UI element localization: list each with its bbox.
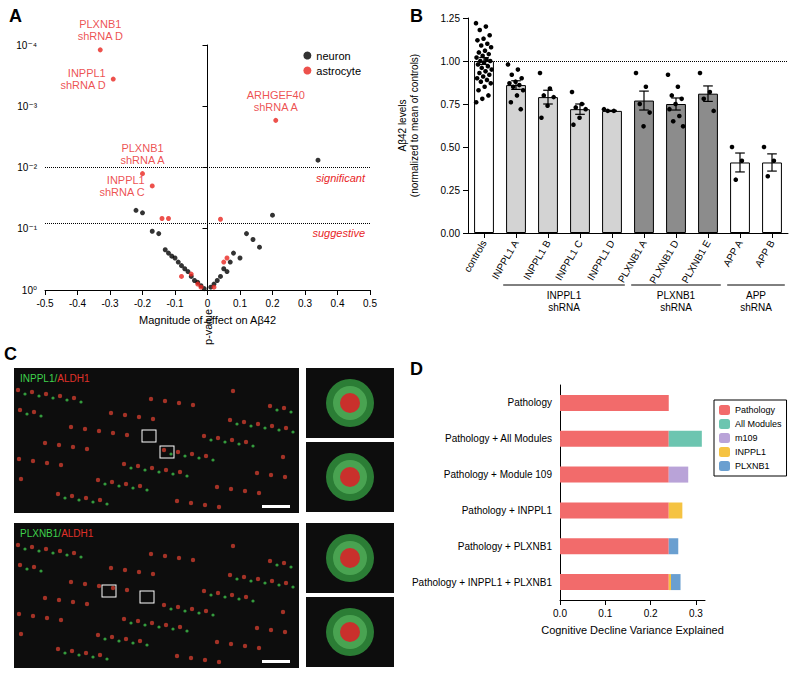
svg-text:0.3: 0.3 — [689, 608, 703, 619]
svg-text:INPPL1/ALDH1: INPPL1/ALDH1 — [20, 373, 90, 384]
svg-text:shRNA A: shRNA A — [254, 101, 299, 113]
svg-text:(normalized to mean of control: (normalized to mean of controls) — [409, 54, 420, 197]
svg-text:INPPL1: INPPL1 — [735, 447, 766, 457]
svg-text:-0.3: -0.3 — [101, 298, 119, 309]
svg-text:Pathology + INPPL1 + PLXNB1: Pathology + INPPL1 + PLXNB1 — [412, 577, 553, 588]
svg-text:0.0: 0.0 — [553, 608, 567, 619]
svg-text:suggestive: suggestive — [312, 227, 365, 239]
svg-text:INPPL1: INPPL1 — [547, 290, 582, 301]
svg-text:0.00: 0.00 — [441, 228, 461, 239]
svg-text:0.1: 0.1 — [598, 608, 612, 619]
svg-text:C: C — [4, 344, 17, 364]
svg-text:APP B: APP B — [753, 238, 777, 269]
svg-text:1.00: 1.00 — [441, 56, 461, 67]
svg-text:Pathology + Module 109: Pathology + Module 109 — [444, 469, 553, 480]
svg-text:PLXNB1 D: PLXNB1 D — [647, 238, 681, 285]
svg-text:0.1: 0.1 — [233, 298, 247, 309]
svg-text:Cognitive Decline Variance Exp: Cognitive Decline Variance Explained — [541, 624, 724, 636]
svg-text:0.5: 0.5 — [363, 298, 377, 309]
svg-text:All Modules: All Modules — [735, 419, 782, 429]
svg-text:p-value: p-value — [201, 308, 214, 345]
svg-text:10⁻¹: 10⁻¹ — [17, 223, 37, 234]
svg-text:INPPL1 B: INPPL1 B — [521, 238, 553, 282]
svg-text:10⁻³: 10⁻³ — [17, 101, 37, 112]
svg-text:Magnitude of effect on Aβ42: Magnitude of effect on Aβ42 — [139, 314, 276, 326]
svg-text:astrocyte: astrocyte — [316, 65, 361, 77]
svg-text:0.25: 0.25 — [441, 185, 461, 196]
svg-text:Pathology + PLXNB1: Pathology + PLXNB1 — [458, 541, 553, 552]
svg-text:-0.1: -0.1 — [166, 298, 184, 309]
svg-text:Pathology + INPPL1: Pathology + INPPL1 — [462, 505, 553, 516]
svg-text:shRNA D: shRNA D — [61, 79, 106, 91]
svg-text:-0.4: -0.4 — [69, 298, 87, 309]
svg-text:controls: controls — [462, 238, 489, 274]
svg-text:INPPL1: INPPL1 — [107, 174, 145, 186]
svg-text:Pathology: Pathology — [508, 397, 552, 408]
svg-text:0.3: 0.3 — [298, 298, 312, 309]
svg-text:D: D — [410, 359, 423, 379]
svg-text:0.2: 0.2 — [644, 608, 658, 619]
svg-text:shRNA: shRNA — [548, 302, 580, 313]
svg-text:-0.5: -0.5 — [36, 298, 54, 309]
svg-text:shRNA A: shRNA A — [120, 154, 165, 166]
svg-text:Pathology: Pathology — [735, 405, 776, 415]
svg-text:Aβ42 levels: Aβ42 levels — [397, 100, 408, 152]
svg-text:0.75: 0.75 — [441, 99, 461, 110]
svg-text:10⁻⁴: 10⁻⁴ — [16, 40, 37, 51]
svg-text:shRNA: shRNA — [740, 302, 772, 313]
svg-text:0: 0 — [205, 298, 211, 309]
svg-text:A: A — [9, 6, 22, 26]
svg-text:neuron: neuron — [316, 50, 350, 62]
svg-text:PLXNB1: PLXNB1 — [79, 18, 121, 30]
svg-text:PLXNB1/ALDH1: PLXNB1/ALDH1 — [20, 528, 94, 539]
svg-text:PLXNB1 E: PLXNB1 E — [679, 238, 713, 285]
svg-text:shRNA D: shRNA D — [78, 30, 123, 42]
svg-text:10⁻²: 10⁻² — [17, 162, 37, 173]
svg-text:PLXNB1: PLXNB1 — [657, 290, 696, 301]
svg-text:B: B — [410, 6, 423, 26]
svg-text:m109: m109 — [735, 433, 758, 443]
svg-text:Pathology + All Modules: Pathology + All Modules — [445, 433, 552, 444]
svg-text:shRNA: shRNA — [660, 302, 692, 313]
svg-text:INPPL1: INPPL1 — [68, 67, 106, 79]
svg-text:APP A: APP A — [721, 238, 745, 269]
svg-text:INPPL1 C: INPPL1 C — [553, 238, 585, 282]
svg-text:-0.2: -0.2 — [134, 298, 152, 309]
svg-text:APP: APP — [746, 290, 766, 301]
svg-text:10⁰: 10⁰ — [22, 285, 37, 296]
svg-text:PLXNB1 A: PLXNB1 A — [616, 238, 649, 285]
svg-text:PLXNB1: PLXNB1 — [121, 142, 163, 154]
svg-text:INPPL1 D: INPPL1 D — [585, 238, 617, 282]
svg-text:ARHGEF40: ARHGEF40 — [247, 89, 305, 101]
svg-text:0.4: 0.4 — [331, 298, 345, 309]
svg-text:INPPL1 A: INPPL1 A — [490, 238, 521, 281]
svg-text:PLXNB1: PLXNB1 — [735, 461, 770, 471]
svg-text:significant: significant — [316, 172, 366, 184]
svg-text:0.2: 0.2 — [266, 298, 280, 309]
svg-text:0.50: 0.50 — [441, 142, 461, 153]
svg-text:1.25: 1.25 — [441, 13, 461, 24]
svg-text:shRNA C: shRNA C — [100, 186, 145, 198]
